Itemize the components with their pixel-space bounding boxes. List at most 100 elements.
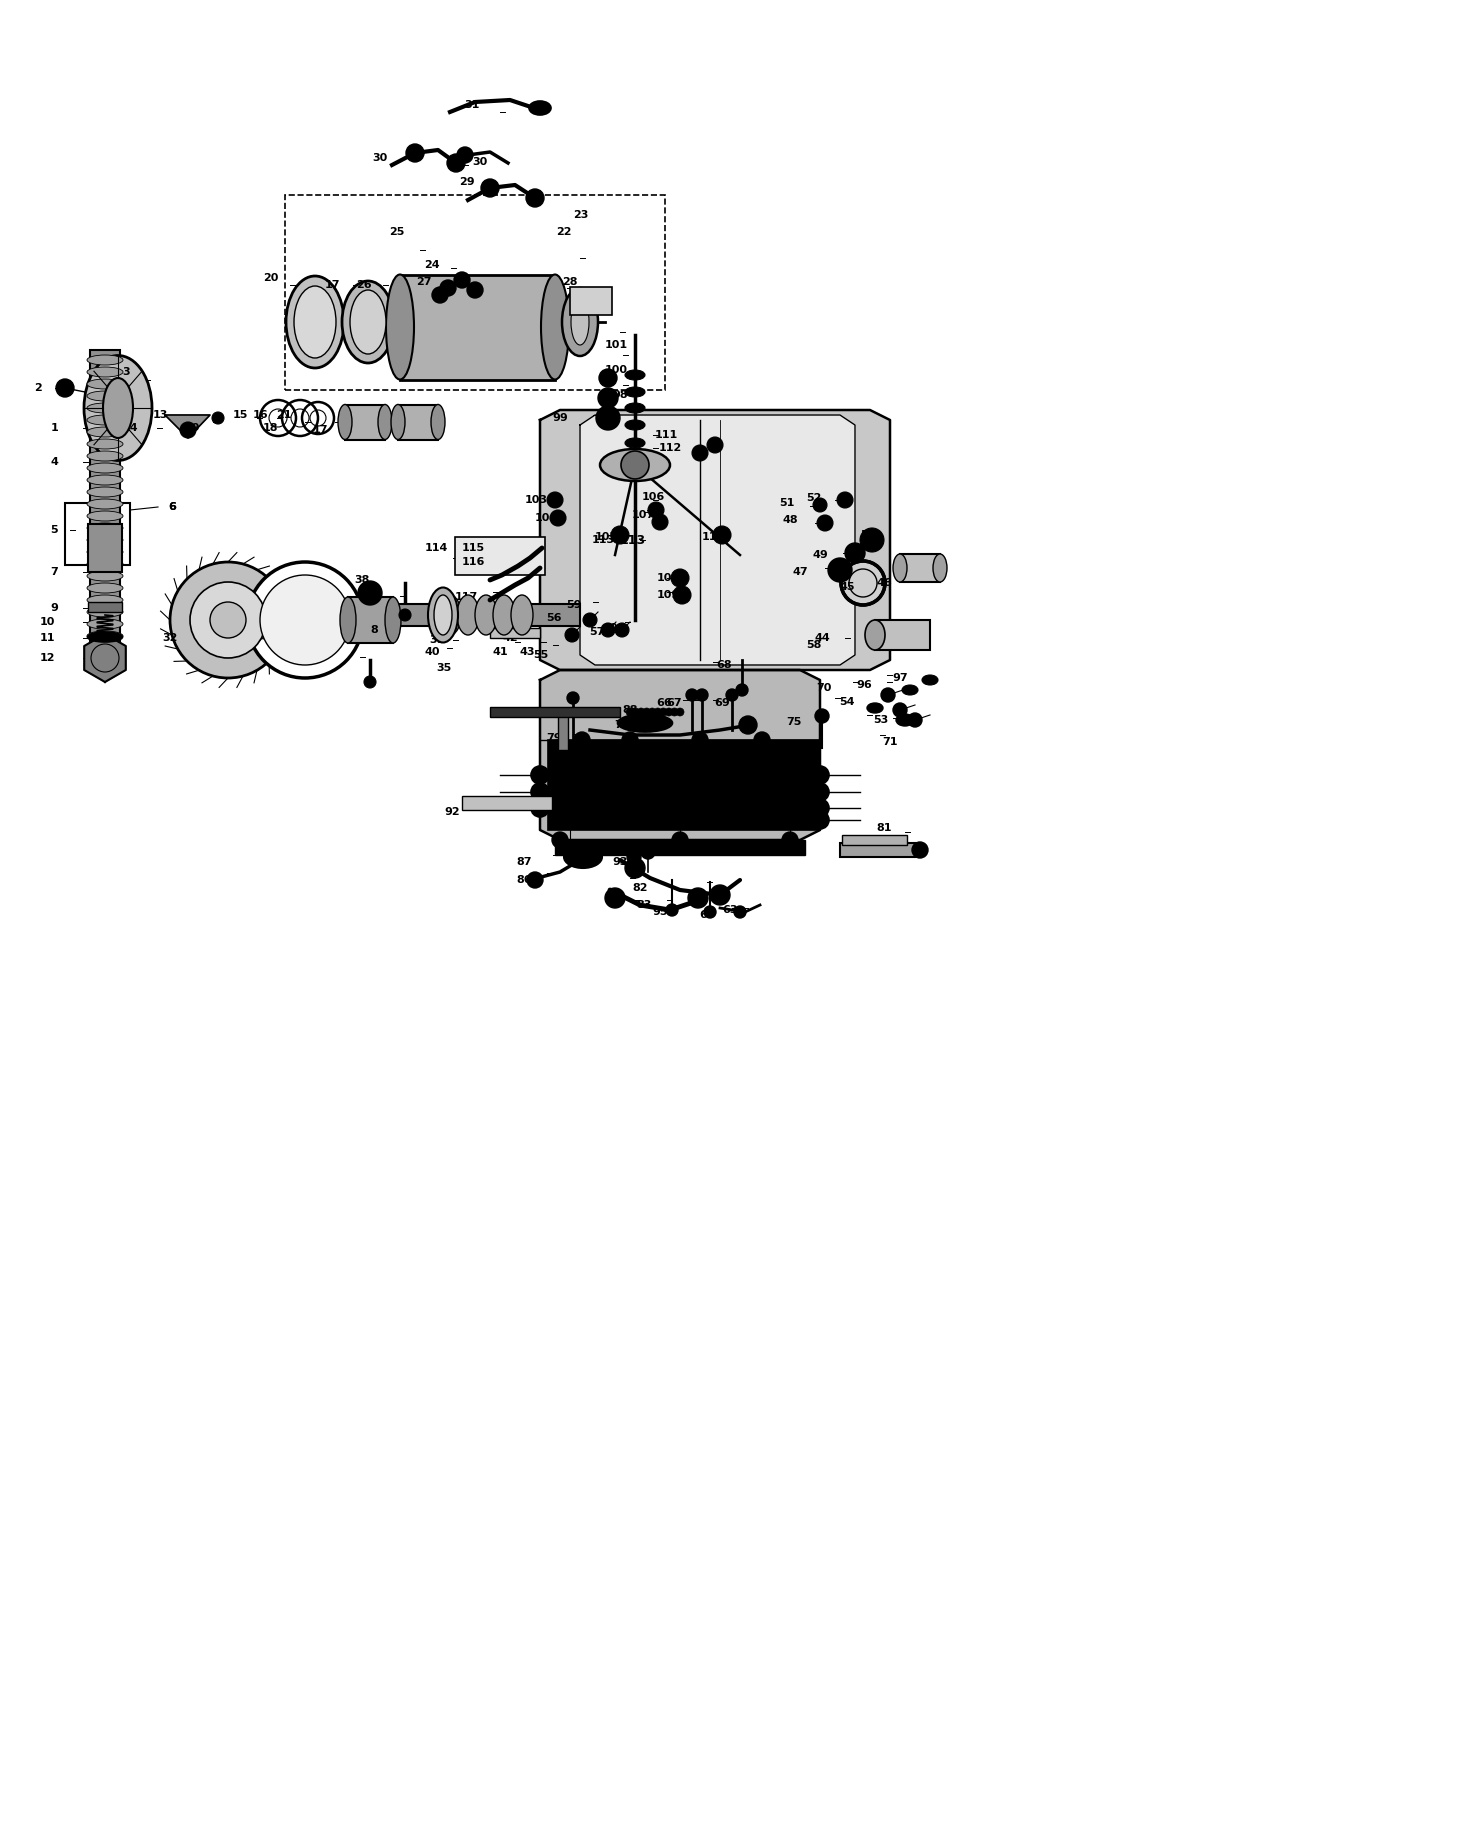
Text: 2: 2 [34,383,42,394]
Circle shape [671,707,678,716]
Text: 22: 22 [556,227,571,236]
Text: 10: 10 [40,617,55,627]
Ellipse shape [933,553,947,583]
Circle shape [810,766,830,784]
Text: 4: 4 [50,456,58,467]
Ellipse shape [294,286,335,357]
Text: 90: 90 [626,760,643,769]
Circle shape [881,689,895,702]
Text: 89: 89 [616,790,632,801]
Text: 3: 3 [122,366,129,377]
Text: 43: 43 [519,647,536,658]
Ellipse shape [562,288,598,355]
Bar [91,350,120,660]
Text: 69: 69 [714,698,730,707]
Text: 49: 49 [812,550,828,561]
Text: 100: 100 [605,365,628,376]
Polygon shape [540,410,890,671]
Ellipse shape [88,535,123,544]
Circle shape [754,733,770,747]
Ellipse shape [88,416,123,425]
Circle shape [810,782,830,801]
Ellipse shape [617,714,672,733]
Bar [570,288,611,315]
Text: 35: 35 [436,663,453,672]
Text: 57: 57 [589,627,605,638]
Bar [65,504,131,564]
Circle shape [407,145,424,161]
Circle shape [818,515,833,531]
Text: 98: 98 [613,390,628,399]
Ellipse shape [571,299,589,344]
Text: 58: 58 [807,639,822,650]
Ellipse shape [922,674,938,685]
Text: 105: 105 [595,531,617,542]
Text: 61: 61 [556,744,571,753]
Ellipse shape [865,619,884,650]
Text: 31: 31 [464,101,479,110]
Ellipse shape [528,101,551,115]
Text: 33: 33 [209,634,226,643]
Text: 66: 66 [656,698,672,707]
Circle shape [600,368,617,387]
Circle shape [565,628,579,641]
Circle shape [706,438,723,453]
Ellipse shape [88,440,123,449]
Bar [462,795,552,810]
Circle shape [632,707,640,716]
Bar [88,524,122,572]
Circle shape [677,707,684,716]
Ellipse shape [625,370,646,379]
Circle shape [598,388,617,409]
Text: 113: 113 [620,533,646,546]
Text: 68: 68 [717,660,732,671]
Text: 29: 29 [460,178,475,187]
Polygon shape [165,416,211,438]
Ellipse shape [510,595,533,636]
Text: 1: 1 [50,423,58,432]
Text: 92: 92 [444,808,460,817]
Text: 40: 40 [424,647,439,658]
Ellipse shape [625,403,646,412]
Text: 16: 16 [252,410,269,420]
Circle shape [622,733,638,747]
Circle shape [531,799,549,817]
Ellipse shape [896,714,914,725]
Text: 89: 89 [776,808,792,817]
Bar [899,553,939,583]
Bar [841,835,907,845]
Circle shape [692,733,708,747]
Text: 78: 78 [776,790,792,801]
Circle shape [792,793,807,808]
Text: 34: 34 [254,634,270,643]
Circle shape [583,614,597,627]
Ellipse shape [88,403,123,412]
Text: 18: 18 [263,423,278,432]
Text: 65: 65 [503,711,518,720]
Circle shape [568,793,582,808]
Text: 24: 24 [424,260,439,269]
Circle shape [601,623,614,638]
Text: 115: 115 [462,542,485,553]
Ellipse shape [286,277,344,368]
Ellipse shape [625,420,646,431]
Circle shape [813,498,827,511]
Ellipse shape [88,548,123,557]
Text: 13: 13 [153,410,168,420]
Ellipse shape [102,377,134,438]
Ellipse shape [88,366,123,377]
Ellipse shape [902,685,919,694]
Text: 39: 39 [429,636,445,645]
Text: 30: 30 [473,158,488,167]
Text: 76: 76 [779,757,795,768]
Text: 32: 32 [163,634,178,643]
Ellipse shape [625,387,646,398]
Circle shape [844,542,865,562]
Text: 114: 114 [424,542,448,553]
Circle shape [641,845,654,859]
Circle shape [654,707,662,716]
Text: 6: 6 [168,502,177,511]
Circle shape [671,570,689,586]
Text: 91: 91 [637,766,651,775]
Circle shape [861,528,884,551]
